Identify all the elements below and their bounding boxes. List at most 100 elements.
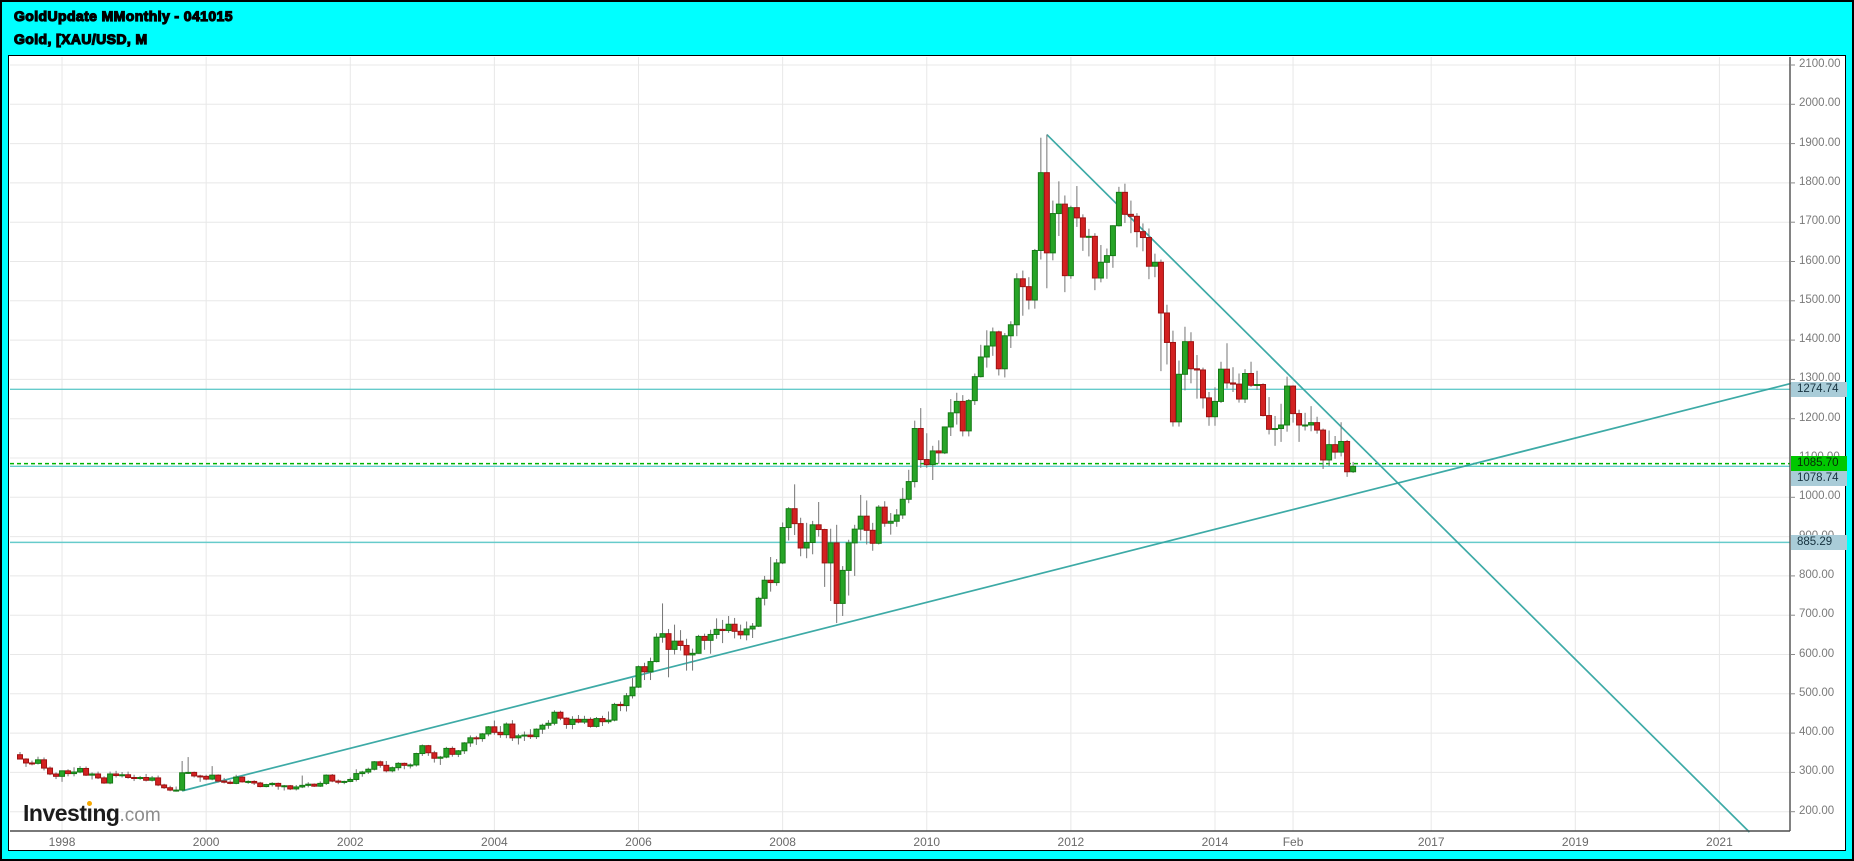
candle-body (797, 523, 804, 549)
y-axis-tick-label: 1900.00 (1799, 136, 1841, 149)
y-axis-tick-label: 600.00 (1799, 647, 1835, 660)
candle-body (647, 661, 654, 673)
candle-body (155, 777, 162, 786)
x-axis-tick-label: 2000 (192, 835, 220, 849)
candle-body (641, 666, 648, 673)
candle-body (467, 737, 474, 744)
y-axis-tick-label: 1300.00 (1799, 372, 1841, 385)
candle-body (719, 628, 726, 632)
candle-body (371, 761, 378, 770)
candle-body (1230, 382, 1237, 385)
candle-body (593, 718, 600, 727)
candle-body (911, 428, 918, 483)
candle-body (863, 515, 870, 531)
candle-body (491, 726, 498, 733)
candle-body (983, 345, 990, 358)
x-axis-tick-label: 2017 (1417, 835, 1445, 849)
candle-body (1061, 203, 1068, 277)
candle-body (617, 703, 624, 707)
candle-body (809, 524, 816, 543)
candle-body (299, 784, 306, 788)
candlestick-chart[interactable] (9, 56, 1845, 850)
candle-body (527, 734, 534, 738)
candle-body (1187, 341, 1194, 370)
candle-body (623, 695, 630, 707)
candle-body (941, 426, 948, 454)
candle-body (509, 723, 516, 739)
trendline (181, 382, 1792, 792)
candle-body (1001, 335, 1008, 370)
candle-body (1157, 261, 1164, 314)
candle-body (329, 774, 336, 782)
candle-body (131, 777, 138, 780)
candle-body (725, 623, 732, 632)
candle-body (269, 782, 276, 786)
candle-body (83, 767, 90, 776)
x-axis-tick-label: Feb (1282, 835, 1304, 849)
candle-body (749, 625, 756, 630)
candle-body (977, 356, 984, 378)
candle-body (665, 633, 672, 650)
candle-body (815, 524, 822, 531)
candle-body (1103, 255, 1110, 263)
candle-body (1055, 203, 1062, 215)
candle-body (293, 786, 300, 790)
chart-subtitle-symbol: Gold, [XAU/USD, M (13, 30, 148, 47)
x-axis-tick-label: 2012 (1057, 835, 1085, 849)
candle-body (965, 400, 972, 432)
candle-body (1031, 249, 1038, 301)
candle-body (659, 633, 666, 638)
candle-body (119, 774, 126, 777)
logo-text: Invest (23, 800, 87, 826)
candle-body (65, 770, 72, 775)
candle-body (263, 784, 270, 788)
candle-body (635, 666, 642, 688)
candle-body (179, 772, 186, 791)
candle-body (821, 529, 828, 564)
candle-body (953, 400, 960, 414)
candle-body (203, 775, 210, 780)
candle-body (539, 724, 546, 730)
candle-body (53, 773, 60, 777)
candle-body (383, 764, 390, 772)
candle-body (1308, 422, 1315, 426)
candle-body (377, 761, 384, 766)
candle-body (47, 767, 54, 775)
candle-body (1254, 384, 1261, 387)
candle-body (533, 728, 540, 738)
x-axis-tick-label: 2010 (913, 835, 941, 849)
candle-body (923, 459, 930, 466)
candle-body (761, 579, 768, 599)
candle-body (455, 750, 462, 755)
candle-body (485, 726, 492, 735)
candle-body (1314, 422, 1321, 431)
candle-body (23, 758, 30, 764)
candle-body (773, 562, 780, 584)
candle-body (341, 780, 348, 783)
candle-body (1121, 191, 1128, 215)
candle-body (1205, 397, 1212, 418)
candle-body (245, 780, 252, 783)
candle-body (1043, 172, 1050, 254)
candle-body (401, 762, 408, 766)
candle-body (887, 520, 894, 524)
candle-body (791, 508, 798, 525)
candle-body (689, 652, 696, 656)
candle-body (365, 768, 372, 773)
candle-body (1211, 400, 1218, 418)
chart-panel: 2100.00 2000.00 1900.00 1800.00 1700.00 1600.… (8, 55, 1847, 851)
y-axis-tick-label: 1700.00 (1799, 215, 1841, 228)
candle-body (473, 737, 480, 740)
candle-body (215, 774, 222, 782)
investing-logo[interactable]: Investı ng.com (23, 800, 161, 826)
logo-suffix: .com (119, 805, 161, 826)
candle-body (1073, 207, 1080, 219)
x-axis-tick-label: 2006 (625, 835, 652, 849)
candle-body (1224, 368, 1231, 384)
candle-body (1218, 368, 1224, 402)
candle-body (587, 718, 594, 727)
candle-body (569, 718, 576, 725)
candle-body (461, 742, 468, 752)
candle-body (1097, 261, 1104, 279)
